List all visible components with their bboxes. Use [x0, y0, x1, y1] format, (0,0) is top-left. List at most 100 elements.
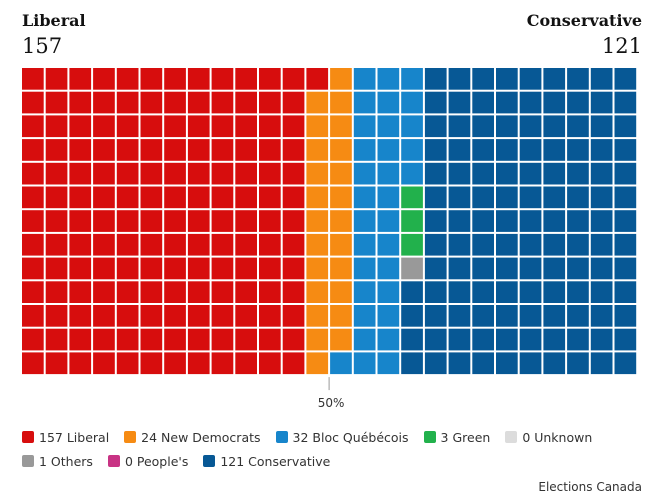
seat-cell-liberal	[259, 328, 281, 351]
seat-cell-liberal	[45, 68, 68, 90]
seat-cell-conservative	[472, 233, 494, 256]
seat-cell-conservative	[448, 257, 471, 280]
seat-cell-liberal	[22, 305, 44, 327]
seat-cell-liberal	[211, 91, 234, 114]
seat-cell-liberal	[187, 305, 210, 327]
seat-cell-new-democrats	[330, 305, 352, 327]
seat-cell-liberal	[164, 68, 186, 90]
seat-cell-liberal	[45, 305, 68, 327]
seat-cell-bloc-qu-b-cois	[353, 305, 376, 327]
seat-cell-conservative	[614, 68, 637, 90]
seat-cell-liberal	[187, 139, 210, 161]
seat-cell-conservative	[543, 210, 566, 232]
seat-cell-conservative	[614, 186, 637, 209]
seat-cell-liberal	[69, 233, 92, 256]
seat-cell-conservative	[448, 162, 471, 185]
legend-swatch	[275, 431, 288, 443]
seat-cell-new-democrats	[330, 328, 352, 351]
seat-cell-liberal	[93, 305, 115, 327]
seat-cell-liberal	[211, 305, 234, 327]
seat-cell-conservative	[543, 352, 566, 375]
seat-cell-liberal	[211, 186, 234, 209]
seat-cell-conservative	[543, 186, 566, 209]
seat-cell-liberal	[235, 115, 257, 138]
seat-cell-liberal	[45, 233, 68, 256]
seat-cell-liberal	[22, 233, 44, 256]
seat-cell-liberal	[22, 139, 44, 161]
seat-cell-liberal	[45, 210, 68, 232]
seat-cell-liberal	[235, 186, 257, 209]
legend-swatch	[22, 455, 34, 467]
legend-label: 157 Liberal	[39, 429, 110, 445]
seat-cell-conservative	[567, 233, 589, 256]
seat-cell-liberal	[282, 68, 305, 90]
seat-cell-bloc-qu-b-cois	[377, 68, 400, 90]
seat-cell-bloc-qu-b-cois	[377, 210, 400, 232]
seat-cell-bloc-qu-b-cois	[401, 139, 423, 161]
seat-cell-new-democrats	[306, 257, 329, 280]
seat-cell-conservative	[519, 139, 542, 161]
seat-cell-others	[401, 257, 423, 280]
seat-cell-conservative	[424, 186, 447, 209]
seat-cell-conservative	[590, 91, 613, 114]
seat-cell-liberal	[93, 210, 115, 232]
seat-cell-liberal	[259, 352, 281, 375]
seat-cell-conservative	[519, 186, 542, 209]
liberal-header-seats: 157	[22, 34, 63, 58]
seat-cell-liberal	[235, 139, 257, 161]
seat-cell-liberal	[187, 281, 210, 303]
seat-cell-bloc-qu-b-cois	[377, 305, 400, 327]
seat-cell-new-democrats	[330, 139, 352, 161]
seat-cell-conservative	[496, 328, 518, 351]
seat-cell-liberal	[116, 210, 139, 232]
seat-cell-liberal	[45, 162, 68, 185]
seat-cell-conservative	[472, 305, 494, 327]
seat-cell-liberal	[164, 257, 186, 280]
seat-cell-conservative	[519, 352, 542, 375]
legend-items: 157 Liberal 24 New Democrats 32 Bloc Québé…	[22, 428, 652, 476]
seat-cell-conservative	[543, 257, 566, 280]
seat-cell-liberal	[211, 352, 234, 375]
seat-cell-liberal	[211, 257, 234, 280]
seat-cell-conservative	[543, 281, 566, 303]
seat-cell-liberal	[140, 328, 163, 351]
seat-cell-conservative	[496, 91, 518, 114]
seat-cell-new-democrats	[330, 281, 352, 303]
seat-cell-liberal	[116, 233, 139, 256]
seat-cell-conservative	[424, 257, 447, 280]
seat-cell-conservative	[472, 139, 494, 161]
seat-cell-bloc-qu-b-cois	[377, 328, 400, 351]
seat-cell-conservative	[496, 352, 518, 375]
seat-cell-conservative	[424, 281, 447, 303]
seat-cell-bloc-qu-b-cois	[353, 115, 376, 138]
legend-swatch	[107, 455, 120, 467]
seat-cell-liberal	[140, 233, 163, 256]
seat-cell-liberal	[93, 281, 115, 303]
seat-cell-conservative	[590, 281, 613, 303]
seat-cell-liberal	[235, 257, 257, 280]
seat-cell-conservative	[590, 115, 613, 138]
seat-cell-liberal	[69, 328, 92, 351]
seat-cell-liberal	[187, 186, 210, 209]
seat-cell-conservative	[543, 162, 566, 185]
seat-cell-liberal	[235, 68, 257, 90]
seat-cell-conservative	[472, 352, 494, 375]
seat-cell-liberal	[140, 257, 163, 280]
seat-cell-liberal	[164, 139, 186, 161]
seat-cell-conservative	[519, 115, 542, 138]
seat-cell-liberal	[211, 162, 234, 185]
seat-cell-liberal	[69, 352, 92, 375]
seat-cell-liberal	[69, 186, 92, 209]
seat-cell-liberal	[235, 352, 257, 375]
seat-cell-liberal	[22, 210, 44, 232]
seat-cell-conservative	[614, 162, 637, 185]
seat-cell-bloc-qu-b-cois	[353, 186, 376, 209]
seat-cell-conservative	[614, 210, 637, 232]
seat-cell-liberal	[282, 186, 305, 209]
legend: 157 Liberal 24 New Democrats 32 Bloc Québé…	[22, 428, 652, 476]
seat-cell-conservative	[496, 115, 518, 138]
legend-item: 0 Unknown	[505, 428, 592, 446]
seat-cell-conservative	[448, 328, 471, 351]
seat-cell-liberal	[235, 305, 257, 327]
seat-cell-conservative	[567, 305, 589, 327]
